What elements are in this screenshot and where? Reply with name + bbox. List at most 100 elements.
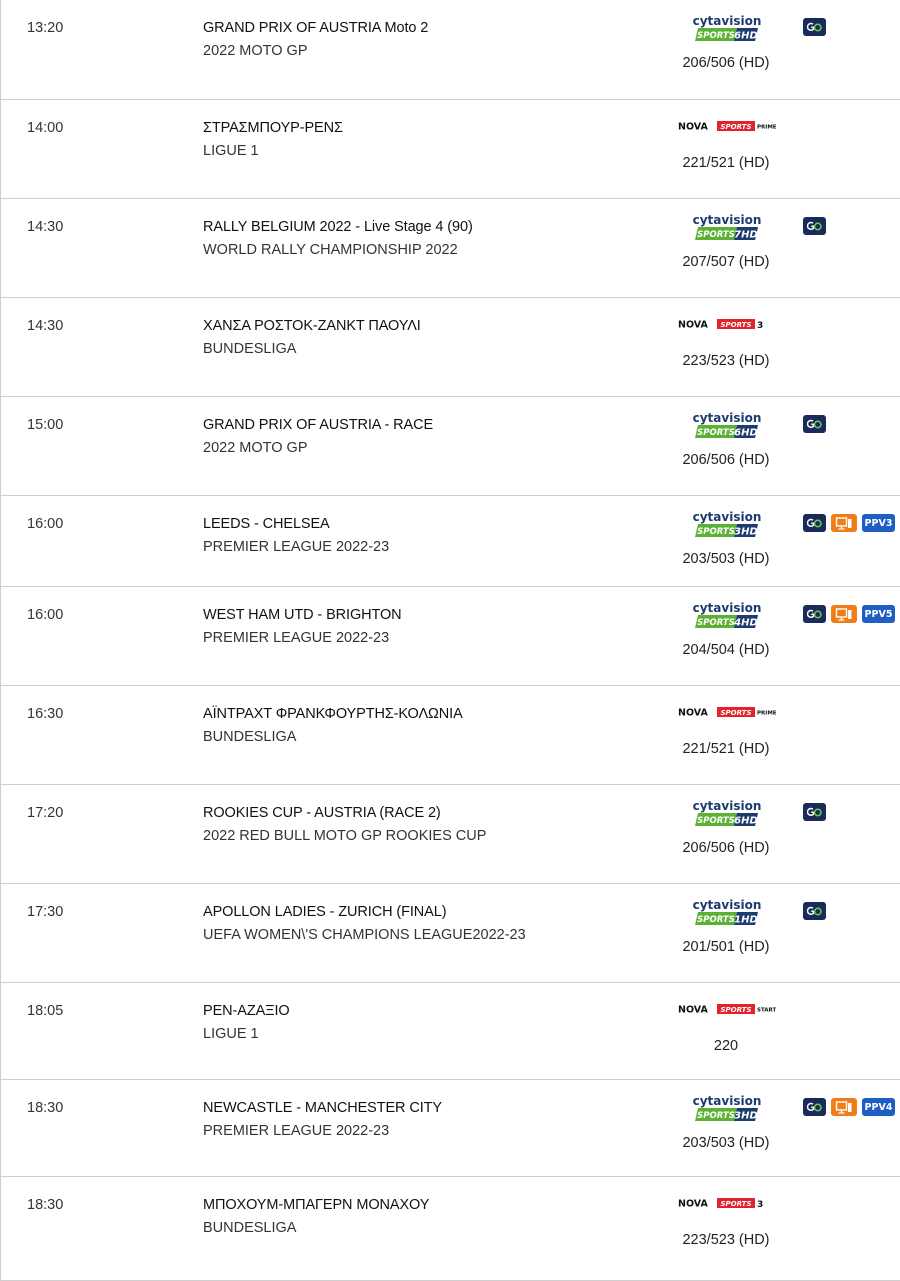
logo-channel-number: 3HD [734, 527, 758, 538]
availability-badges: PPV4 [803, 1098, 895, 1116]
cytavision-sports-logo: cytavision SPORTS 6HD [693, 799, 762, 827]
ppv-badge[interactable]: PPV5 [862, 605, 895, 623]
event-title[interactable]: ROOKIES CUP - AUSTRIA (RACE 2) [203, 805, 441, 821]
logo-brand-text: cytavision [693, 898, 762, 912]
logo-brand-text: cytavision [693, 411, 762, 425]
availability-badges: PPV5 [803, 605, 895, 623]
event-title[interactable]: GRAND PRIX OF AUSTRIA - RACE [203, 417, 434, 433]
logo-brand-text: NOVA [678, 1005, 708, 1016]
event-time: 14:30 [27, 219, 64, 235]
logo-sports-text: SPORTS [697, 915, 735, 925]
logo-channel-number: 6HD [734, 31, 758, 42]
event-time: 16:00 [27, 516, 64, 532]
availability-badges: PPV3 [803, 514, 895, 532]
logo-sports-text: SPORTS [697, 428, 735, 438]
event-title[interactable]: ΧΑΝΣΑ ΡΟΣΤΟΚ-ΖΑΝΚΤ ΠΑΟΥΛΙ [203, 318, 421, 334]
event-title[interactable]: LEEDS - CHELSEA [203, 516, 330, 532]
channel-number: 223/523 (HD) [682, 1232, 770, 1248]
event-title[interactable]: RALLY BELGIUM 2022 - Live Stage 4 (90) [203, 219, 473, 235]
schedule-row: 15:00 GRAND PRIX OF AUSTRIA - RACE 2022 MO… [0, 397, 900, 496]
cytavision-sports-logo: cytavision SPORTS 3HD [693, 1094, 762, 1122]
logo-brand-text: cytavision [693, 14, 762, 28]
logo-brand-text: cytavision [693, 510, 762, 524]
schedule-row: 17:30 APOLLON LADIES - ZURICH (FINAL) UEFA… [0, 884, 900, 983]
ppv-badge[interactable]: PPV4 [862, 1098, 895, 1116]
tv-icon[interactable] [831, 514, 857, 532]
channel-number: 206/506 (HD) [682, 840, 770, 856]
availability-badges [803, 902, 826, 920]
go-icon[interactable] [803, 1098, 826, 1116]
schedule-row: 16:00 LEEDS - CHELSEA PREMIER LEAGUE 2022-… [0, 496, 900, 587]
event-title[interactable]: ΣΤΡΑΣΜΠΟΥΡ-ΡΕΝΣ [203, 120, 343, 136]
nova-sports-logo: NOVA SPORTS PRIME [678, 121, 777, 133]
event-competition: PREMIER LEAGUE 2022-23 [203, 539, 390, 555]
event-time: 18:30 [27, 1197, 64, 1213]
logo-channel-number: 6HD [734, 428, 758, 439]
event-time: 16:30 [27, 706, 64, 722]
event-competition: BUNDESLIGA [203, 729, 297, 745]
cytavision-sports-logo: cytavision SPORTS 6HD [693, 14, 762, 42]
availability-badges [803, 217, 826, 235]
go-icon[interactable] [803, 217, 826, 235]
cytavision-sports-logo: cytavision SPORTS 7HD [693, 213, 762, 241]
event-title[interactable]: APOLLON LADIES - ZURICH (FINAL) [203, 904, 447, 920]
event-title[interactable]: NEWCASTLE - MANCHESTER CITY [203, 1100, 442, 1116]
logo-sports-text: SPORTS [720, 123, 751, 131]
schedule-row: 14:00 ΣΤΡΑΣΜΠΟΥΡ-ΡΕΝΣ LIGUE 1 NOVA SPORTS PRI… [0, 100, 900, 199]
go-icon[interactable] [803, 605, 826, 623]
logo-sports-text: SPORTS [697, 31, 735, 41]
channel-number: 203/503 (HD) [682, 1135, 770, 1151]
nova-sports-logo: NOVA SPORTS 3 [678, 1198, 763, 1210]
schedule-row: 14:30 RALLY BELGIUM 2022 - Live Stage 4 (… [0, 199, 900, 298]
event-competition: UEFA WOMEN\'S CHAMPIONS LEAGUE2022-23 [203, 927, 526, 943]
event-time: 17:20 [27, 805, 64, 821]
cytavision-sports-logo: cytavision SPORTS 3HD [693, 510, 762, 538]
logo-channel-suffix: PRIME [757, 711, 777, 717]
event-time: 16:00 [27, 607, 64, 623]
event-time: 18:30 [27, 1100, 64, 1116]
channel-number: 203/503 (HD) [682, 551, 770, 567]
logo-channel-number: 4HD [733, 618, 758, 629]
logo-brand-text: NOVA [678, 708, 708, 719]
event-title[interactable]: WEST HAM UTD - BRIGHTON [203, 607, 402, 623]
go-icon[interactable] [803, 803, 826, 821]
channel-number: 223/523 (HD) [682, 353, 770, 369]
event-competition: PREMIER LEAGUE 2022-23 [203, 630, 390, 646]
schedule-row: 18:30 NEWCASTLE - MANCHESTER CITY PREMIER … [0, 1080, 900, 1177]
tv-icon[interactable] [831, 605, 857, 623]
event-time: 17:30 [27, 904, 64, 920]
logo-brand-text: NOVA [678, 1199, 708, 1210]
availability-badges [803, 803, 826, 821]
ppv-badge[interactable]: PPV3 [862, 514, 895, 532]
event-competition: 2022 MOTO GP [203, 440, 308, 456]
event-title[interactable]: ΡΕΝ-ΑΖΑΞΙΟ [203, 1003, 290, 1019]
logo-sports-text: SPORTS [720, 1200, 751, 1208]
schedule-row: 13:20 GRAND PRIX OF AUSTRIA Moto 2 2022 MO… [0, 0, 900, 100]
event-competition: BUNDESLIGA [203, 1220, 297, 1236]
logo-channel-suffix: 3 [757, 321, 763, 331]
nova-sports-logo: NOVA SPORTS START [678, 1004, 777, 1016]
event-competition: WORLD RALLY CHAMPIONSHIP 2022 [203, 242, 458, 258]
event-title[interactable]: ΑΪΝΤΡΑΧΤ ΦΡΑΝΚΦΟΥΡΤΗΣ-ΚΟΛΩΝΙΑ [203, 706, 463, 722]
event-title[interactable]: GRAND PRIX OF AUSTRIA Moto 2 [203, 20, 429, 36]
logo-channel-number: 6HD [734, 816, 758, 827]
schedule-row: 17:20 ROOKIES CUP - AUSTRIA (RACE 2) 2022 … [0, 785, 900, 884]
logo-channel-number: 7HD [734, 230, 758, 241]
nova-sports-logo: NOVA SPORTS 3 [678, 319, 763, 331]
schedule-row: 18:05 ΡΕΝ-ΑΖΑΞΙΟ LIGUE 1 NOVA SPORTS START 220 [0, 983, 900, 1080]
event-time: 14:30 [27, 318, 64, 334]
event-competition: PREMIER LEAGUE 2022-23 [203, 1123, 390, 1139]
go-icon[interactable] [803, 415, 826, 433]
go-icon[interactable] [803, 902, 826, 920]
go-icon[interactable] [803, 18, 826, 36]
go-icon[interactable] [803, 514, 826, 532]
logo-sports-text: SPORTS [697, 816, 735, 826]
channel-number: 206/506 (HD) [682, 55, 770, 71]
event-time: 15:00 [27, 417, 64, 433]
tv-icon[interactable] [831, 1098, 857, 1116]
logo-sports-text: SPORTS [720, 709, 751, 717]
logo-sports-text: SPORTS [720, 1006, 751, 1014]
event-title[interactable]: ΜΠΟΧΟΥΜ-ΜΠΑΓΕΡΝ ΜΟΝΑΧΟΥ [203, 1197, 430, 1213]
event-time: 13:20 [27, 20, 64, 36]
event-competition: LIGUE 1 [203, 1026, 259, 1042]
